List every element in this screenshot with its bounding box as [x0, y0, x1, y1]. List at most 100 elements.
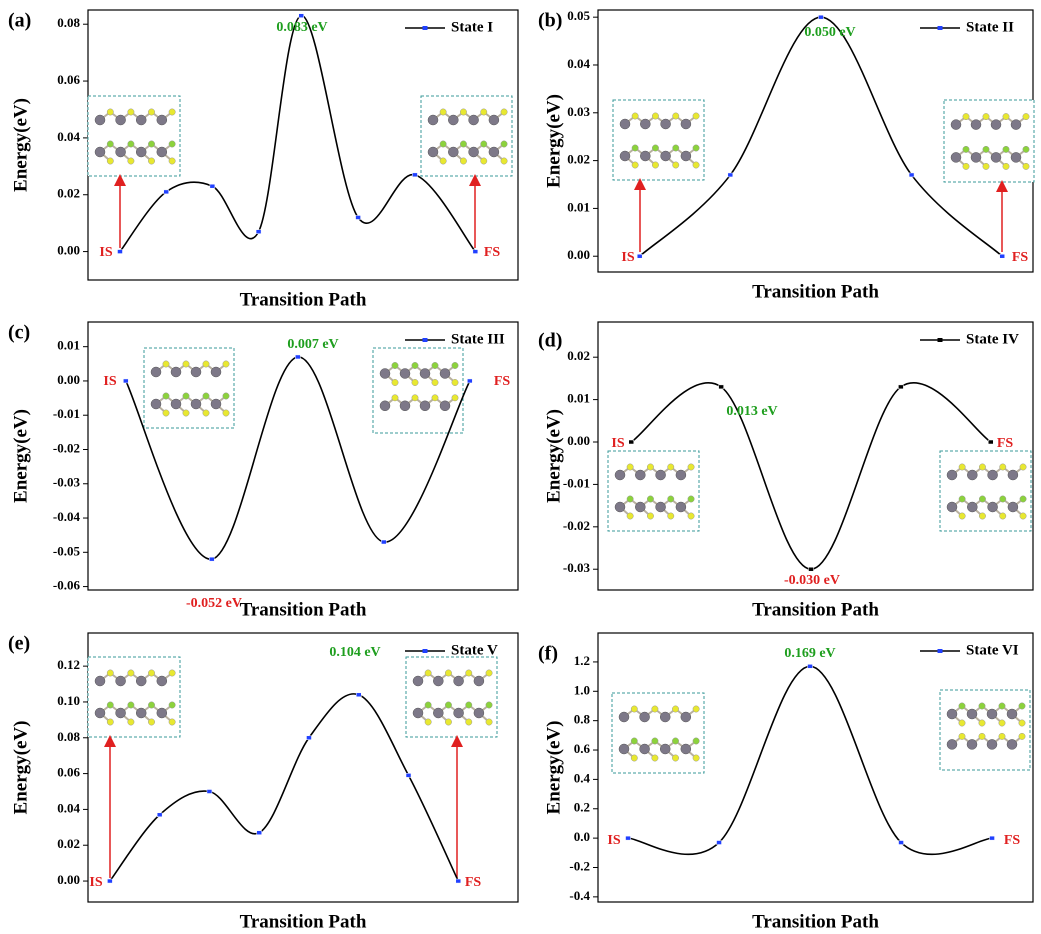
y-tick-label: 1.0: [574, 682, 590, 697]
legend-label: State IV: [966, 331, 1019, 347]
atom: [652, 144, 659, 152]
atom: [618, 711, 630, 723]
inset-frame: [612, 99, 705, 181]
atom: [202, 409, 210, 417]
inset-frame: [143, 347, 235, 429]
atom: [979, 495, 986, 503]
atom: [460, 140, 467, 148]
y-tick-label: 1.2: [574, 653, 590, 668]
y-tick-label: 0.00: [567, 247, 590, 262]
atom: [210, 366, 222, 378]
plot-frame: [597, 632, 1034, 903]
y-tick-label: -0.04: [53, 509, 81, 524]
fs-label: FS: [997, 436, 1014, 451]
atom: [1018, 702, 1026, 710]
atom: [998, 732, 1006, 740]
atom: [672, 754, 679, 762]
atom: [946, 708, 958, 720]
atom: [1019, 463, 1027, 471]
atom: [1007, 469, 1019, 481]
y-tick-label: 0.02: [57, 186, 80, 201]
image-marker: [381, 539, 387, 545]
atom: [946, 739, 958, 750]
atom: [687, 495, 695, 503]
atom: [675, 501, 687, 513]
atom: [692, 112, 700, 120]
atom: [998, 719, 1006, 727]
atom: [692, 737, 700, 745]
atom: [667, 495, 675, 503]
atom: [127, 669, 135, 677]
atom: [967, 469, 978, 481]
atom: [168, 140, 176, 148]
atom: [614, 501, 626, 513]
atom: [168, 701, 176, 709]
atom: [445, 718, 452, 726]
x-axis-title: Transition Path: [752, 599, 879, 620]
atom: [148, 157, 155, 165]
plot-frame: [597, 321, 1034, 591]
legend-marker: [937, 649, 943, 653]
atom: [667, 512, 675, 520]
y-tick-label: -0.02: [53, 440, 80, 455]
atom: [135, 675, 147, 687]
atom: [640, 150, 651, 162]
atom: [106, 108, 114, 116]
atom: [970, 152, 982, 163]
atom: [672, 705, 679, 713]
legend-marker: [422, 26, 428, 30]
atom: [424, 701, 432, 709]
image-marker: [467, 378, 473, 384]
atom: [647, 463, 654, 471]
inset-frame: [87, 95, 181, 177]
image-marker: [898, 840, 904, 845]
image-marker: [999, 253, 1005, 259]
atom: [692, 161, 700, 169]
atom: [399, 368, 411, 379]
y-tick-label: 0.01: [567, 391, 590, 406]
atom: [468, 146, 479, 158]
image-marker: [209, 556, 215, 562]
atom: [655, 469, 666, 481]
image-marker: [718, 384, 724, 390]
image-marker: [412, 172, 418, 178]
atom: [135, 146, 147, 158]
atom: [958, 495, 966, 503]
atom: [439, 140, 447, 148]
atom: [424, 669, 432, 677]
atom: [978, 719, 986, 727]
atom: [966, 708, 978, 720]
atom: [127, 701, 135, 709]
image-marker: [727, 172, 734, 178]
y-tick-label: 0.02: [57, 836, 80, 851]
is-label: IS: [89, 875, 102, 890]
atom: [958, 702, 966, 710]
atom: [156, 146, 168, 158]
y-tick-label: -0.05: [53, 543, 81, 558]
atom: [448, 114, 459, 126]
y-tick-label: -0.03: [53, 475, 81, 490]
atom: [419, 400, 431, 412]
atom: [982, 113, 990, 121]
atom: [1007, 501, 1019, 513]
legend-label: State II: [966, 19, 1014, 35]
atom: [148, 701, 155, 709]
atom: [94, 675, 106, 687]
atom: [106, 669, 114, 677]
atom: [640, 118, 651, 130]
atom: [667, 463, 675, 471]
atom: [168, 669, 176, 677]
atom: [692, 754, 700, 762]
fs-label: FS: [1004, 833, 1021, 848]
atom: [680, 150, 692, 162]
atom: [647, 495, 654, 503]
image-marker: [256, 830, 262, 835]
atom: [687, 512, 695, 520]
atom: [424, 718, 432, 726]
atom: [480, 140, 488, 148]
atom: [222, 392, 230, 400]
atom: [946, 469, 958, 481]
y-tick-label: -0.03: [563, 560, 591, 575]
is-label: IS: [621, 250, 634, 265]
